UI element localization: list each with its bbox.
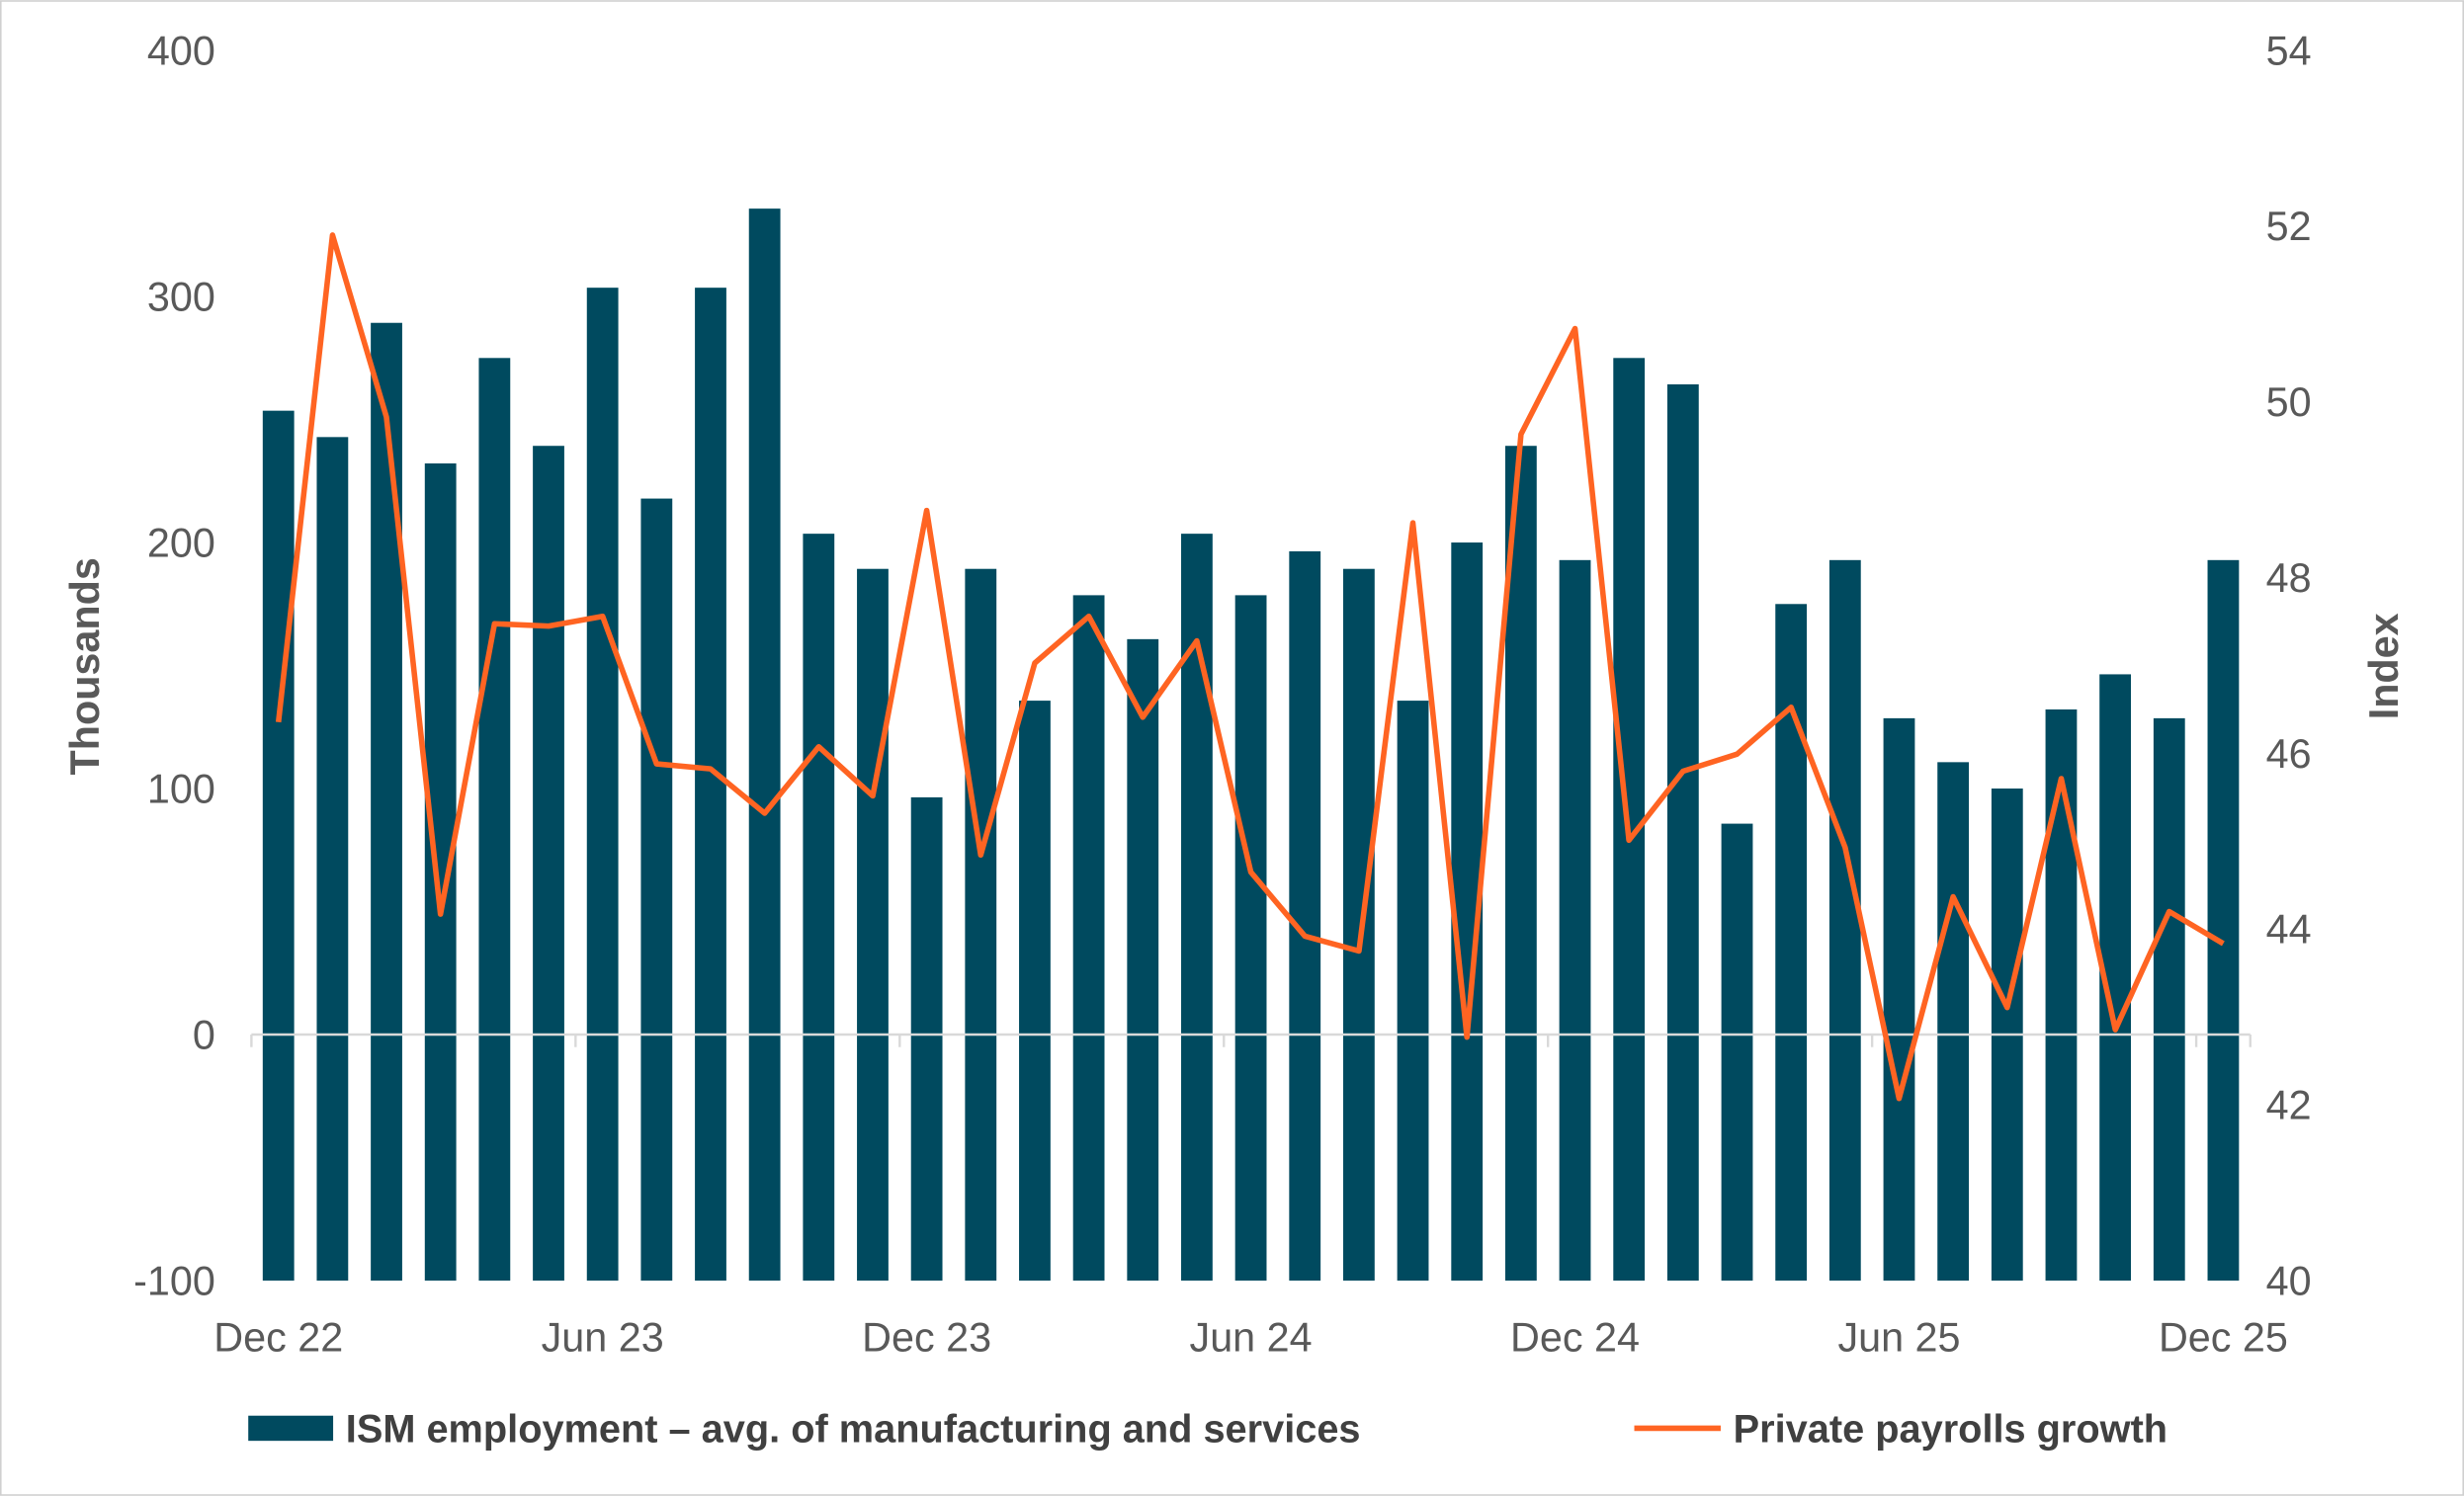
bar-jul-23 bbox=[640, 498, 673, 1281]
legend-label-line: Private payrolls growth bbox=[1734, 1408, 2167, 1452]
bar-aug-24 bbox=[1342, 568, 1375, 1281]
bar-mar-24 bbox=[1072, 595, 1105, 1281]
y-tick-right-label: 54 bbox=[2266, 28, 2312, 73]
bar-dec-25 bbox=[2207, 559, 2240, 1281]
bar-nov-24 bbox=[1504, 446, 1537, 1281]
y-tick-right-label: 40 bbox=[2266, 1258, 2312, 1303]
x-tick-label: Dec 23 bbox=[862, 1315, 991, 1361]
bar-apr-23 bbox=[478, 358, 511, 1281]
x-tick-label: Dec 24 bbox=[1510, 1315, 1640, 1361]
x-tick-label: Jun 23 bbox=[542, 1315, 664, 1361]
y-tick-right-label: 46 bbox=[2266, 731, 2312, 777]
bar-jul-24 bbox=[1289, 550, 1321, 1281]
y-tick-right-label: 42 bbox=[2266, 1082, 2312, 1127]
bar-apr-24 bbox=[1127, 638, 1159, 1281]
bar-aug-23 bbox=[695, 288, 726, 1281]
bar-jun-25 bbox=[1883, 717, 1915, 1281]
y-tick-right-label: 50 bbox=[2266, 379, 2312, 425]
y-tick-right-label: 44 bbox=[2266, 907, 2312, 953]
bar-jun-23 bbox=[586, 288, 619, 1281]
bar-jul-25 bbox=[1937, 762, 1970, 1281]
bar-dec-22 bbox=[262, 410, 295, 1281]
bar-jun-24 bbox=[1234, 595, 1267, 1281]
x-tick-label: Dec 22 bbox=[213, 1315, 343, 1361]
bar-dec-23 bbox=[910, 796, 943, 1281]
bar-may-25 bbox=[1828, 559, 1861, 1281]
y-axis-left-title: Thousands bbox=[62, 557, 108, 775]
bar-feb-24 bbox=[1019, 701, 1051, 1281]
x-tick-label: Jun 24 bbox=[1190, 1315, 1313, 1361]
bar-may-23 bbox=[533, 446, 564, 1281]
bar-nov-23 bbox=[857, 568, 889, 1281]
legend-label-bars: ISM employment – avg. of manufacturing a… bbox=[346, 1408, 1361, 1452]
bar-sep-23 bbox=[748, 208, 781, 1281]
bar-mar-23 bbox=[424, 463, 457, 1281]
y-axis-right-title: Index bbox=[2361, 613, 2407, 719]
legend: ISM employment – avg. of manufacturing a… bbox=[248, 1408, 2167, 1452]
bar-sep-24 bbox=[1397, 701, 1429, 1281]
bar-dec-24 bbox=[1559, 559, 1591, 1281]
x-tick-label: Jun 25 bbox=[1837, 1315, 1960, 1361]
bar-feb-23 bbox=[371, 322, 402, 1281]
payrolls-line bbox=[275, 232, 2225, 1102]
y-tick-right-label: 48 bbox=[2266, 555, 2312, 601]
bar-feb-25 bbox=[1666, 383, 1699, 1281]
x-tick-label: Dec 25 bbox=[2159, 1315, 2288, 1361]
y-tick-left-label: 400 bbox=[147, 28, 215, 73]
bar-oct-23 bbox=[803, 534, 835, 1281]
y-tick-left-label: 0 bbox=[193, 1012, 215, 1057]
bar-nov-25 bbox=[2153, 717, 2185, 1281]
y-tick-left-label: 200 bbox=[147, 520, 215, 565]
bar-mar-25 bbox=[1721, 823, 1753, 1281]
y-tick-left-label: 100 bbox=[147, 766, 215, 811]
y-tick-left-label: -100 bbox=[133, 1258, 215, 1303]
bar-sep-25 bbox=[2045, 708, 2078, 1281]
bar-jan-23 bbox=[316, 437, 349, 1281]
y-tick-right-label: 52 bbox=[2266, 204, 2312, 249]
y-tick-left-label: 300 bbox=[147, 274, 215, 319]
bar-jan-24 bbox=[965, 568, 997, 1281]
legend-swatch-bars bbox=[248, 1415, 334, 1442]
